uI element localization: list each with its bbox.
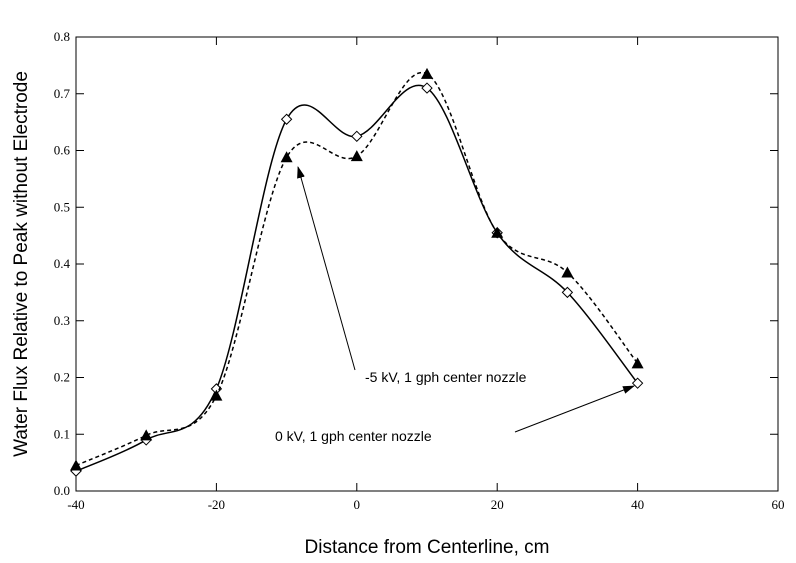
marker	[70, 459, 82, 471]
y-tick-label: 0.1	[54, 426, 70, 441]
y-tick-label: 0.8	[54, 29, 70, 44]
x-tick-label: 40	[631, 497, 644, 512]
marker	[280, 151, 293, 163]
marker	[140, 429, 153, 441]
plot-frame	[75, 36, 779, 492]
marker	[350, 150, 363, 162]
annotation: -5 kV, 1 gph center nozzle	[365, 369, 527, 385]
marker	[351, 130, 363, 143]
marker	[561, 266, 574, 278]
y-tick-label: 0.2	[54, 370, 70, 385]
marker	[210, 389, 223, 401]
marker	[421, 67, 433, 79]
x-axis-title: Distance from Centerline, cm	[305, 537, 550, 558]
series-line	[75, 84, 639, 472]
x-tick-label: -40	[67, 497, 84, 512]
marker	[631, 377, 644, 389]
y-tick-label: 0.6	[54, 143, 71, 158]
annotation-arrow	[514, 385, 635, 433]
annotation-arrow	[297, 166, 356, 371]
y-tick-label: 0.7	[54, 86, 71, 101]
x-tick-label: -20	[208, 497, 225, 512]
x-tick-label: 0	[354, 497, 361, 512]
y-tick-label: 0.0	[54, 483, 70, 498]
marker	[421, 82, 433, 94]
marker	[280, 113, 293, 125]
marker	[491, 226, 504, 238]
x-tick-label: 60	[772, 497, 785, 512]
y-tick-label: 0.5	[54, 199, 70, 214]
y-tick-label: 0.3	[54, 313, 70, 328]
y-tick-label: 0.4	[54, 256, 71, 271]
y-axis-title: Water Flux Relative to Peak without Elec…	[11, 71, 32, 457]
marker	[631, 357, 644, 369]
annotation: 0 kV, 1 gph center nozzle	[275, 428, 432, 444]
x-tick-label: 20	[491, 497, 504, 512]
marker	[561, 286, 574, 299]
